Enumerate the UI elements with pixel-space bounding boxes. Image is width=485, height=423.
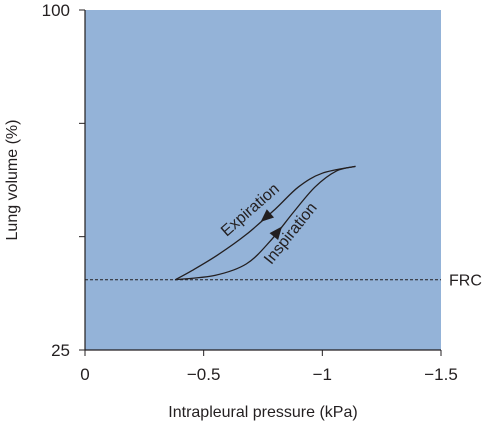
y-tick-label: 25: [51, 341, 70, 360]
x-tick-label: −1: [313, 365, 332, 384]
ticks: 0 −0.5 −1 −1.5 100 25: [42, 1, 458, 384]
x-tick-label: −0.5: [187, 365, 221, 384]
frc-label: FRC: [449, 273, 482, 290]
expiration-direction-arrow: [260, 209, 275, 222]
x-tick-label: −1.5: [424, 365, 458, 384]
x-tick-label: 0: [80, 365, 89, 384]
axes: [84, 10, 441, 351]
x-axis-title: Intrapleural pressure (kPa): [168, 404, 357, 421]
inspiration-direction-arrow: [269, 226, 282, 241]
plot-background: [85, 10, 441, 350]
inspiration-curve: [175, 165, 356, 281]
y-tick-label: 100: [42, 1, 70, 20]
y-axis-title: Lung volume (%): [4, 120, 21, 241]
expiration-curve: [174, 165, 356, 281]
frc-reference: FRC: [85, 273, 482, 290]
